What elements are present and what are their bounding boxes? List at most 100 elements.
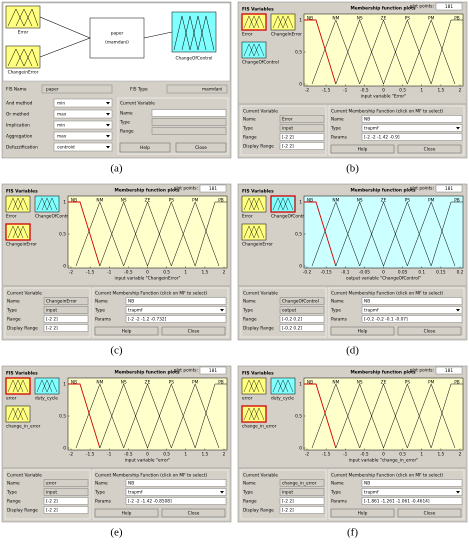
membership-function[interactable] — [383, 383, 432, 449]
membership-function[interactable] — [335, 383, 384, 449]
button[interactable] — [94, 508, 159, 518]
field-value-box[interactable] — [361, 497, 463, 505]
variable-label: ChangeInError — [271, 32, 302, 38]
button[interactable] — [330, 326, 395, 336]
membership-function[interactable] — [311, 201, 360, 267]
variable-label: error — [6, 396, 17, 402]
membership-function[interactable] — [68, 201, 101, 267]
button-label: Close — [188, 329, 200, 335]
membership-function[interactable] — [359, 19, 408, 85]
field-label: Name — [243, 117, 256, 123]
membership-function[interactable] — [75, 383, 124, 449]
method-dropdown[interactable] — [53, 120, 113, 130]
membership-function[interactable] — [304, 383, 337, 449]
button[interactable] — [330, 508, 395, 518]
field-value-box — [279, 488, 325, 496]
mf-label: NB — [307, 380, 313, 386]
membership-function[interactable] — [147, 383, 196, 449]
mf-label: ZE — [381, 16, 387, 22]
button[interactable] — [175, 142, 227, 153]
membership-function[interactable] — [99, 383, 148, 449]
membership-function[interactable] — [123, 383, 172, 449]
current-mf-title: Current Membership Function (click on MF… — [95, 291, 207, 297]
button[interactable] — [397, 326, 462, 336]
membership-function[interactable] — [68, 383, 101, 449]
y-tick-label: 0 — [299, 264, 302, 270]
mf-label: NS — [121, 380, 127, 386]
button[interactable] — [397, 508, 462, 518]
method-dropdown[interactable] — [53, 98, 113, 108]
field-label: Name — [243, 299, 256, 305]
membership-function[interactable] — [383, 19, 432, 85]
field-value: output — [282, 308, 296, 314]
membership-function[interactable] — [430, 383, 463, 449]
membership-function[interactable] — [311, 383, 360, 449]
fis-type: mamdani — [202, 87, 222, 93]
field-value-box[interactable] — [125, 297, 227, 305]
membership-function[interactable] — [430, 19, 463, 85]
mf-label: NS — [121, 198, 127, 204]
method-dropdown[interactable] — [53, 142, 113, 152]
y-tick-label: 1 — [299, 382, 302, 388]
membership-function[interactable] — [171, 201, 220, 267]
button[interactable] — [330, 144, 395, 154]
membership-function[interactable] — [99, 201, 148, 267]
field-value-box — [279, 142, 325, 150]
membership-function[interactable] — [194, 201, 227, 267]
field-value-box[interactable] — [125, 497, 227, 505]
button[interactable] — [161, 326, 226, 336]
method-dropdown[interactable] — [53, 131, 113, 141]
membership-function[interactable] — [407, 19, 456, 85]
field-value-box[interactable] — [125, 306, 227, 314]
membership-function[interactable] — [311, 19, 360, 85]
membership-function[interactable] — [304, 201, 337, 267]
membership-function[interactable] — [359, 383, 408, 449]
field-value-box[interactable] — [125, 479, 227, 487]
field-label: Display Range — [243, 144, 274, 150]
button[interactable] — [94, 326, 159, 336]
button[interactable] — [161, 508, 226, 518]
membership-function[interactable] — [407, 383, 456, 449]
membership-function[interactable] — [359, 201, 408, 267]
field-value-box[interactable] — [361, 124, 463, 132]
system-block[interactable] — [89, 17, 145, 59]
x-tick-label: 0 — [146, 452, 149, 458]
membership-function[interactable] — [383, 201, 432, 267]
x-tick-label: 0 — [382, 270, 385, 276]
method-dropdown[interactable] — [53, 109, 113, 119]
field-value: NB — [364, 117, 370, 123]
x-tick-label: -1.5 — [322, 88, 331, 94]
membership-function[interactable] — [147, 201, 196, 267]
field-value-box[interactable] — [361, 297, 463, 305]
mf-label: ZE — [381, 198, 387, 204]
field-value-box[interactable] — [361, 115, 463, 123]
field-value-box[interactable] — [361, 306, 463, 314]
button[interactable] — [119, 142, 171, 153]
field-value: [-2 2] — [46, 499, 58, 505]
membership-function[interactable] — [171, 383, 220, 449]
field-value-box[interactable] — [125, 488, 227, 496]
membership-function[interactable] — [75, 201, 124, 267]
fis-variables-title: FIS Variables — [242, 7, 274, 13]
field-value-box[interactable] — [361, 479, 463, 487]
x-tick-label: -0.5 — [124, 270, 133, 276]
field-label: Type — [242, 126, 253, 132]
membership-function[interactable] — [304, 19, 337, 85]
membership-function[interactable] — [123, 201, 172, 267]
mf-label: PB — [218, 198, 224, 204]
field-value-box[interactable] — [125, 315, 227, 323]
membership-function[interactable] — [430, 201, 463, 267]
x-tick-label: -2 — [69, 270, 74, 276]
method-label: Aggregation — [6, 134, 33, 140]
y-tick-label: 0.5 — [295, 50, 302, 56]
membership-function[interactable] — [335, 201, 384, 267]
mf-label: NB — [71, 380, 77, 386]
field-value-box[interactable] — [361, 315, 463, 323]
membership-function[interactable] — [194, 383, 227, 449]
field-value-box[interactable] — [361, 133, 463, 141]
membership-function[interactable] — [407, 201, 456, 267]
fis-variables-title: FIS Variables — [242, 371, 274, 377]
button[interactable] — [397, 144, 462, 154]
field-value-box[interactable] — [361, 488, 463, 496]
membership-function[interactable] — [335, 19, 384, 85]
